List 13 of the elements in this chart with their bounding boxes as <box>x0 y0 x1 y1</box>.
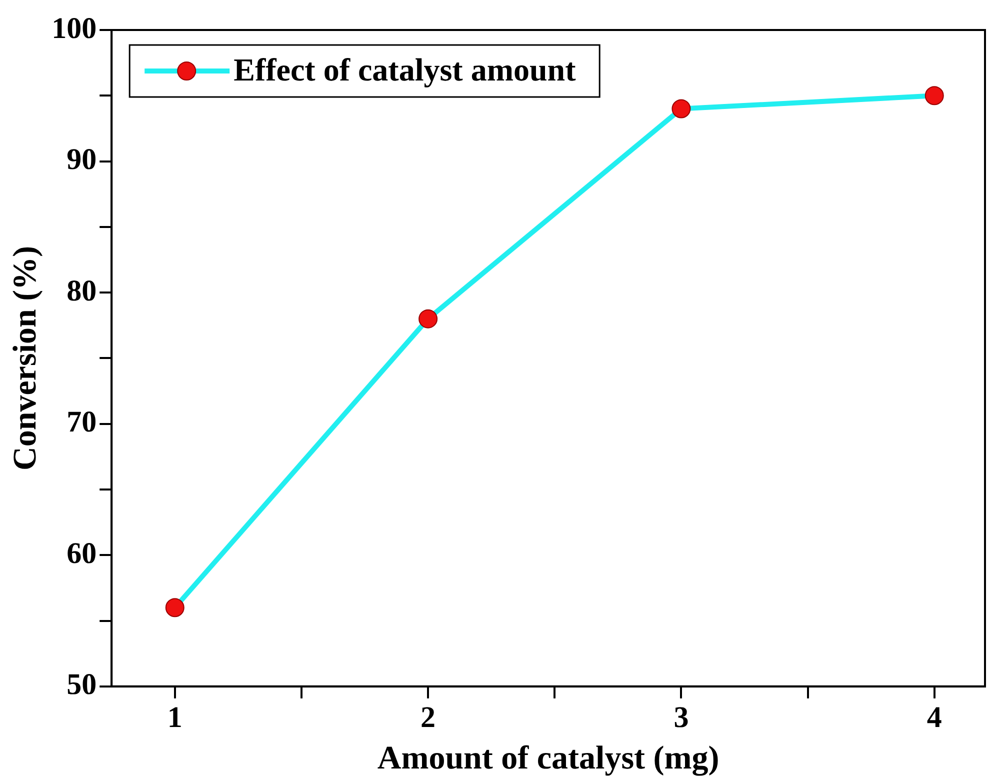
y-tick-label: 100 <box>52 12 97 45</box>
y-tick-label: 90 <box>66 143 97 176</box>
x-tick-label: 1 <box>167 701 182 734</box>
x-tick-label: 3 <box>674 701 689 734</box>
y-tick-label: 70 <box>66 406 97 439</box>
x-axis-title: Amount of catalyst (mg) <box>377 740 720 777</box>
y-tick-label: 60 <box>66 536 97 570</box>
y-tick-label: 50 <box>66 668 97 702</box>
y-tick-label: 80 <box>66 274 97 308</box>
x-tick-label: 2 <box>420 701 436 734</box>
legend-label: Effect of catalyst amount <box>234 51 576 88</box>
y-axis-title: Conversion (%) <box>7 246 44 470</box>
x-tick-label: 4 <box>926 701 942 734</box>
